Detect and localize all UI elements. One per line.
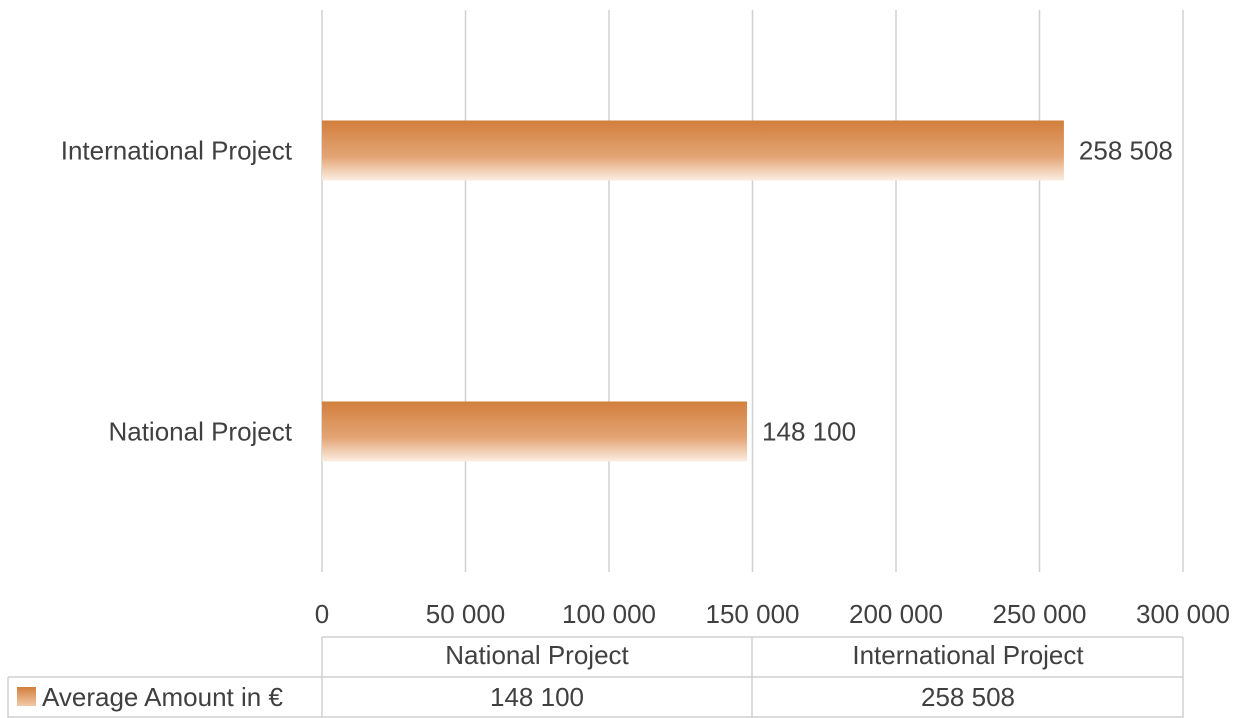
data-label: 258 508: [1079, 136, 1173, 166]
x-tick-label: 0: [315, 599, 329, 629]
x-tick-label: 300 000: [1136, 599, 1230, 629]
x-tick-label: 100 000: [562, 599, 656, 629]
gridlines: [321, 10, 1184, 572]
legend-series-name: Average Amount in €: [42, 682, 283, 712]
x-tick-label: 250 000: [993, 599, 1087, 629]
table-value-national: 148 100: [490, 682, 584, 712]
data-labels: 148 100 258 508: [762, 136, 1173, 447]
legend-swatch: [17, 687, 36, 706]
bar: [322, 120, 1064, 181]
x-tick-label: 50 000: [426, 599, 506, 629]
category-labels: National Project International Project: [61, 136, 293, 447]
x-tick-label: 200 000: [849, 599, 943, 629]
table-value-international: 258 508: [921, 682, 1015, 712]
x-tick-label: 150 000: [706, 599, 800, 629]
category-label: International Project: [61, 136, 293, 166]
table-header-national: National Project: [445, 640, 629, 670]
category-label: National Project: [108, 417, 292, 447]
data-label: 148 100: [762, 417, 856, 447]
bars: [322, 120, 1064, 462]
data-table: National Project International Project A…: [7, 636, 1184, 718]
table-header-international: International Project: [852, 640, 1084, 670]
bar: [322, 401, 748, 462]
x-axis-tick-labels: 0 50 000 100 000 150 000 200 000 250 000 300 0…: [315, 599, 1230, 629]
